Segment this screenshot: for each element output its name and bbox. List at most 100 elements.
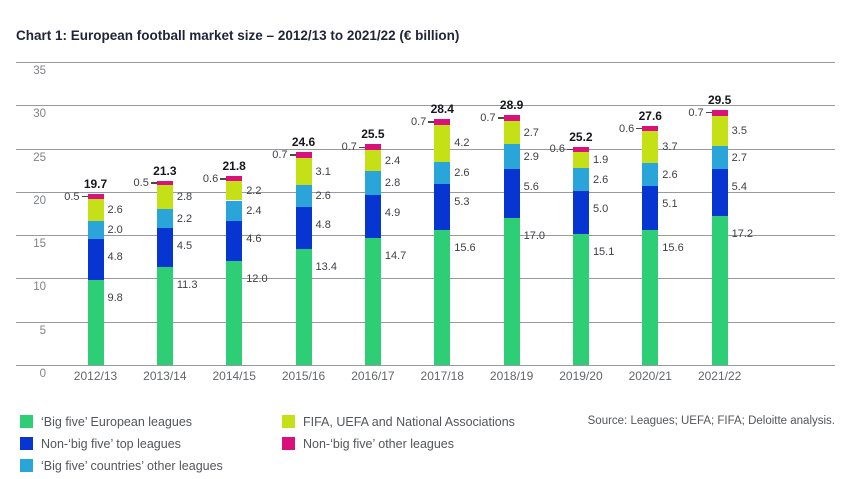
legend-swatch-icon [20, 437, 33, 450]
callout-dash [497, 117, 504, 119]
segment-value-label: 4.6 [246, 233, 262, 246]
bar-segment-series3 [711, 115, 728, 146]
gridline [16, 191, 835, 193]
bar-segment-series0 [295, 248, 312, 365]
chart-title: Chart 1: European football market size –… [16, 28, 460, 43]
y-tick-label: 25 [33, 151, 46, 164]
bar-segment-series2 [87, 221, 104, 239]
pink-value-callout: 0.5 [103, 175, 157, 191]
callout-dash [289, 154, 296, 156]
legend-swatch-icon [282, 415, 295, 428]
segment-value-label: 11.3 [176, 279, 198, 292]
x-tick-label: 2014/15 [212, 369, 256, 383]
bar-segment-series1 [572, 190, 589, 235]
total-label: 27.6 [638, 109, 662, 124]
bar-segment-series3 [226, 181, 243, 201]
segment-value-label: 0.6 [619, 122, 635, 135]
gridline [16, 148, 835, 150]
bar-segment-series3 [364, 150, 381, 172]
bar-segment-series1 [711, 169, 728, 217]
source-note: Source: Leagues; UEFA; FIFA; Deloitte an… [587, 415, 835, 427]
bar-segment-series4 [295, 152, 312, 159]
segment-value-label: 4.8 [315, 219, 331, 232]
bar-segment-series2 [364, 171, 381, 196]
bar-segment-series1 [364, 195, 381, 238]
segment-value-label: 5.0 [592, 202, 609, 215]
callout-dash [220, 178, 227, 180]
bar-segment-series3 [295, 158, 312, 185]
legend-item: FIFA, UEFA and National Associations [282, 415, 515, 429]
legend-label: Non-‘big five’ top leagues [41, 437, 181, 451]
bar-segment-series0 [642, 229, 659, 365]
segment-value-label: 4.2 [454, 137, 470, 150]
callout-dash [81, 195, 88, 198]
pink-value-callout: 0.6 [519, 141, 573, 157]
x-tick-label: 2019/20 [559, 369, 603, 383]
segment-value-label: 0.7 [480, 111, 496, 124]
total-label: 28.4 [430, 102, 454, 117]
total-label: 25.2 [569, 129, 593, 144]
total-label: 24.6 [291, 135, 316, 150]
gridline [16, 321, 835, 323]
legend-label: Non-‘big five’ other leagues [303, 437, 455, 451]
bar-segment-series4 [434, 119, 451, 126]
bar-segment-series1 [503, 169, 520, 218]
total-label: 25.5 [361, 127, 385, 142]
segment-value-label: 2.8 [176, 191, 193, 204]
pink-value-callout: 0.7 [380, 114, 435, 130]
x-tick-label: 2021/22 [697, 369, 742, 383]
total-label: 21.8 [222, 159, 246, 174]
bar-segment-series2 [642, 163, 659, 186]
gridline [16, 278, 835, 280]
total-label: 29.5 [707, 92, 732, 107]
segment-value-label: 15.6 [454, 241, 476, 254]
callout-dash [150, 182, 157, 184]
bar-segment-series3 [642, 131, 659, 164]
bar-segment-series4 [156, 180, 173, 185]
pink-value-callout: 0.6 [172, 171, 227, 187]
pink-value-callout: 0.5 [34, 189, 88, 205]
bar-segment-series4 [572, 146, 589, 153]
x-tick-label: 2020/21 [628, 369, 672, 383]
callout-dash [636, 127, 643, 130]
bar-segment-series0 [434, 229, 451, 365]
x-tick-label: 2016/17 [351, 369, 395, 383]
segment-value-label: 0.7 [341, 141, 357, 154]
x-tick-label: 2013/14 [143, 369, 187, 383]
segment-value-label: 2.6 [107, 204, 123, 217]
bar-segment-series2 [711, 145, 728, 170]
gridline [16, 105, 835, 107]
bar-segment-series4 [642, 126, 659, 132]
segment-value-label: 15.6 [662, 241, 684, 254]
bar-segment-series3 [434, 125, 451, 162]
segment-value-label: 4.9 [384, 207, 401, 220]
y-tick-label: 35 [33, 65, 46, 77]
segment-value-label: 2.2 [176, 212, 193, 225]
bar-segment-series0 [711, 216, 728, 365]
y-tick-label: 20 [33, 194, 46, 207]
x-tick-label: 2015/16 [281, 369, 326, 383]
segment-value-label: 0.7 [272, 149, 288, 162]
bar-segment-series3 [87, 198, 104, 222]
bar-segment-series4 [226, 176, 243, 182]
segment-value-label: 4.5 [176, 240, 193, 253]
segment-value-label: 0.6 [202, 172, 219, 185]
pink-value-callout: 0.7 [450, 110, 504, 126]
bar-segment-series3 [503, 120, 520, 145]
bar-segment-series4 [87, 194, 104, 199]
bar-segment-series1 [156, 228, 173, 268]
segment-value-label: 13.4 [315, 260, 337, 273]
bar-segment-series0 [364, 237, 381, 365]
bar-segment-series2 [434, 161, 451, 185]
legend-swatch-icon [20, 459, 33, 472]
segment-value-label: 12.0 [246, 273, 268, 286]
bar-segment-series2 [295, 184, 312, 208]
legend-item: Non-‘big five’ top leagues [20, 437, 181, 451]
bar-segment-series1 [295, 207, 312, 249]
callout-dash [705, 111, 712, 114]
pink-value-callout: 0.7 [658, 105, 712, 121]
segment-value-label: 2.6 [454, 166, 470, 179]
segment-value-label: 5.3 [454, 196, 470, 209]
segment-value-label: 2.4 [384, 154, 401, 167]
bar-segment-series1 [642, 185, 659, 230]
